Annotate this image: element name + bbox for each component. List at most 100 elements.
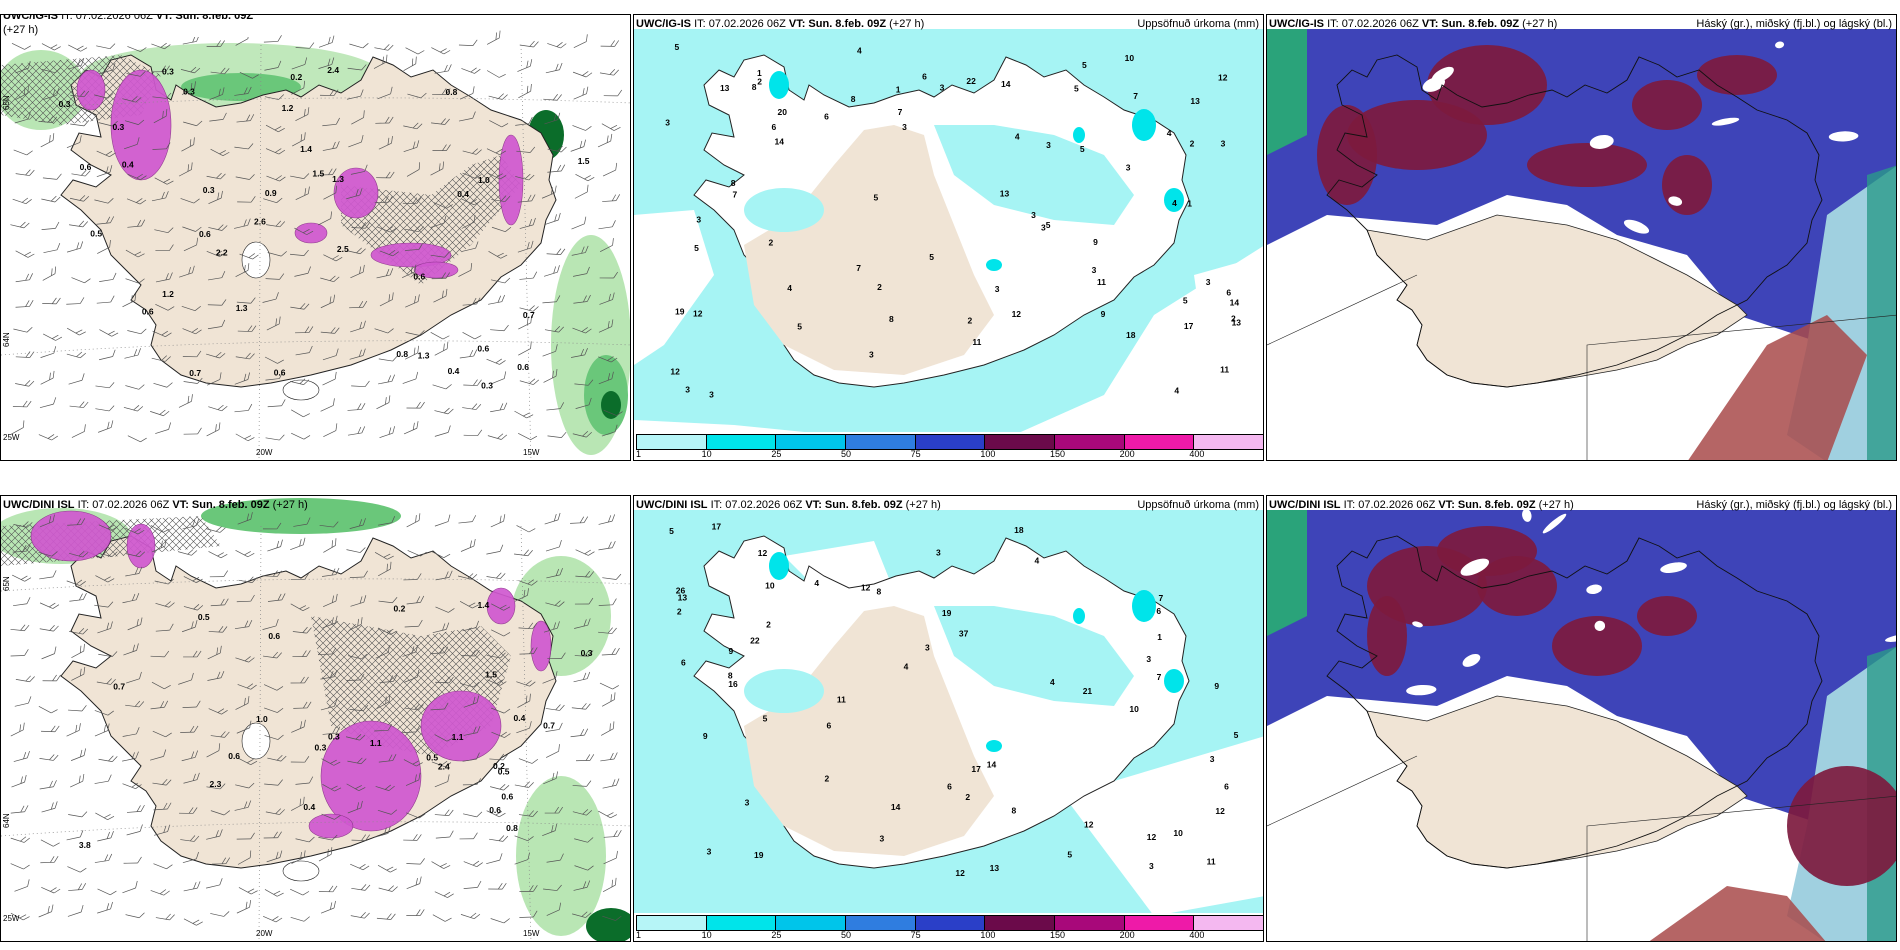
wind-barb [127,435,147,443]
barb-flag [448,809,454,816]
barb-flag [607,356,614,361]
cloud-gap [1482,686,1499,694]
barb-shaft [290,175,304,179]
barb-flag [196,350,202,358]
boundary-line [1267,755,1418,827]
barb-flag [616,778,620,786]
barb-flag [360,673,365,681]
wind-barb [150,749,167,761]
barb-shaft [514,859,529,865]
barb-shaft [39,576,54,580]
wind-barb [486,358,506,365]
wind-barb [514,852,531,865]
accum-value: 14 [1230,297,1240,307]
barb-flag [332,168,337,175]
barb-flag [106,678,112,684]
barb-shaft [125,553,140,558]
barb-flag [244,264,246,273]
barb-flag [141,219,146,227]
barb-shaft [544,271,558,277]
wind-barb [10,649,29,657]
barb-shaft [572,811,587,816]
barb-flag [50,802,54,810]
barb-shaft [546,574,561,579]
wind-barb [318,57,335,69]
accum-value: 11 [972,337,981,347]
barb-flag [586,86,589,94]
barb-flag [332,255,339,260]
barb-flag [363,570,368,578]
barb-flag [248,782,255,789]
accum-value: 3 [1126,162,1131,172]
accum-value: 3 [925,642,930,652]
precip-blob [486,587,516,625]
wind-barb [41,646,57,660]
high-cloud [1632,80,1702,130]
accum-values: 8674121314101916834311129263121713118910… [669,521,1239,878]
barb-shaft [235,270,249,278]
barb-flag [110,831,114,839]
accum-value: 2 [768,238,773,248]
wind-barb [10,420,25,435]
barb-flag [20,805,25,813]
barb-shaft [67,866,81,873]
precip-value: 1.4 [300,144,312,154]
wind-barb [518,341,532,356]
barb-flag [272,916,279,921]
barb-flag [386,563,388,571]
barb-flag [415,725,421,733]
wind-barb [546,248,566,255]
wind-barb [264,779,283,786]
barb-flag [195,226,202,232]
barb-flag [583,619,587,627]
barb-shaft [374,552,388,560]
barb-flag [527,242,530,250]
barb-shaft [267,546,281,552]
wind-barb [515,173,535,181]
barb-flag [162,110,164,119]
barb-flag [278,316,281,324]
barb-flag [412,197,418,204]
barb-flag [607,373,611,381]
wind-barb [547,145,567,153]
barb-flag [359,519,363,527]
barb-flag [556,884,562,891]
wind-barb [570,348,588,358]
barb-flag [417,573,422,580]
barb-shaft [263,684,278,691]
barb-flag [499,403,504,411]
barb-shaft [323,254,337,262]
wind-barb [463,860,483,867]
barb-flag [388,395,391,403]
barb-shaft [377,627,391,635]
barb-flag [443,216,447,224]
wind-barb [183,650,202,658]
barb-shaft [318,64,332,69]
lat-line [1,340,630,356]
barb-flag [444,251,450,258]
barb-flag [138,384,145,390]
wind-barb [432,144,451,151]
precip-hotspot [769,71,789,99]
wind-barb [321,813,341,820]
barb-shaft [70,94,85,98]
accum-value: 5 [763,713,768,723]
barb-flag [167,227,174,233]
panel-title: UWC/DINI ISL IT: 07.02.2026 06Z VT: Sun.… [3,499,308,511]
wind-barb [234,403,253,413]
accum-value: 13 [1000,188,1010,198]
barb-flag [26,544,31,552]
wind-barb [404,669,420,683]
wind-barb [262,292,279,303]
barb-flag [470,912,477,918]
wind-barb [99,272,117,282]
barb-flag [529,693,531,701]
cloud-gap [1534,908,1550,921]
wind-barb [39,397,57,409]
accum-value: 4 [1015,131,1020,141]
barb-shaft [182,858,197,863]
barb-shaft [489,120,502,128]
wind-barb [293,517,311,527]
barb-flag [333,900,336,909]
wind-barb [542,671,558,684]
